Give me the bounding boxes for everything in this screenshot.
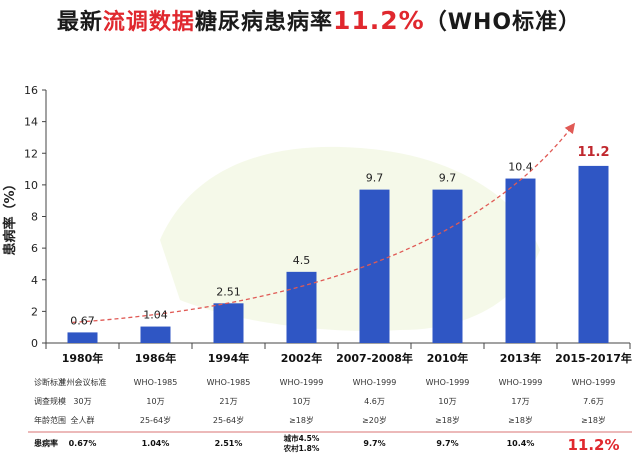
x-tick-label: 1980年 [62,351,104,365]
title-part1: 最新 [56,10,103,35]
page-title: 最新流调数据糖尿病患病率11.2%（WHO标准） [0,4,638,36]
data-label: 10.4 [508,161,533,174]
prevalence-rural: 农村1.8% [283,443,320,453]
title-part2: 流调数据 [102,10,195,35]
prevalence-urban: 城市4.5% [284,433,320,443]
bar [505,178,536,343]
prevalence-value: 10.4% [507,439,535,448]
table-cell: ≥18岁 [289,415,314,425]
data-label: 9.7 [366,172,384,185]
table-cell: WHO-1999 [280,378,324,387]
table-cell: ≥18岁 [581,415,606,425]
table-cell: ≥20岁 [362,415,387,425]
title-part3: 糖尿病患病率 [194,10,333,35]
table-cell: 21万 [219,397,237,406]
table-cell: WHO-1999 [426,378,470,387]
y-tick-label: 2 [31,305,38,318]
title-rate: 11.2% [332,6,425,35]
x-tick-label: 2013年 [500,351,542,365]
table-cell: 全人群 [71,415,95,425]
table-cell: 7.6万 [583,397,604,406]
table-cell: 25-64岁 [140,415,171,425]
y-tick-label: 0 [31,337,38,350]
x-tick-label: 2015-2017年 [555,351,632,365]
table-cell: WHO-1999 [572,378,616,387]
y-tick-label: 14 [24,116,38,129]
table-cell: WHO-1985 [207,378,251,387]
table-cell: 10万 [438,397,456,406]
table-cell: 17万 [511,397,529,406]
prevalence-value: 0.67% [69,439,97,448]
x-tick-label: 1994年 [208,351,250,365]
bar [140,326,171,343]
bar [67,332,98,343]
table-row-label: 诊断标准 [34,377,66,387]
bar [432,189,463,343]
x-tick-label: 1986年 [135,351,177,365]
table-row-label: 年龄范围 [34,415,66,425]
bar [213,303,244,343]
data-label: 11.2 [577,145,609,160]
trend-arrow [72,122,576,324]
table-cell: ≥18岁 [508,415,533,425]
prevalence-value: 9.7% [436,439,458,448]
prevalence-value: 2.51% [215,439,243,448]
x-tick-label: 2002年 [281,351,323,365]
data-label: 1.04 [143,309,168,322]
data-label: 4.5 [293,254,311,267]
data-label: 2.51 [216,285,241,298]
table-cell: 4.6万 [364,397,385,406]
y-tick-label: 16 [24,84,38,97]
prevalence-value: 9.7% [363,439,385,448]
bar [578,165,609,343]
table-cell: WHO-1999 [499,378,543,387]
y-tick-label: 8 [31,211,38,224]
data-label: 0.67 [70,314,95,327]
y-axis-label: 患病率（%） [2,177,18,255]
x-tick-label: 2007-2008年 [336,351,413,365]
table-cell: WHO-1999 [353,378,397,387]
y-tick-label: 6 [31,242,38,255]
prevalence-highlight: 11.2% [567,436,619,454]
prevalence-label: 患病率 [34,438,58,448]
y-tick-label: 4 [31,274,38,287]
table-cell: 10万 [146,397,164,406]
bar [286,271,317,343]
table-cell: 兰州会议标准 [59,377,107,387]
bar [359,189,390,343]
prevalence-value: 1.04% [142,439,170,448]
title-part4: （WHO标准） [424,10,582,35]
y-tick-label: 12 [24,147,38,160]
table-row-label: 调查规模 [34,396,66,406]
table-cell: 25-64岁 [213,415,244,425]
table-cell: ≥18岁 [435,415,460,425]
table-cell: 10万 [292,397,310,406]
table-cell: 30万 [73,397,91,406]
y-tick-label: 10 [24,179,38,192]
x-tick-label: 2010年 [427,351,469,365]
data-label: 9.7 [439,172,457,185]
table-cell: WHO-1985 [134,378,178,387]
